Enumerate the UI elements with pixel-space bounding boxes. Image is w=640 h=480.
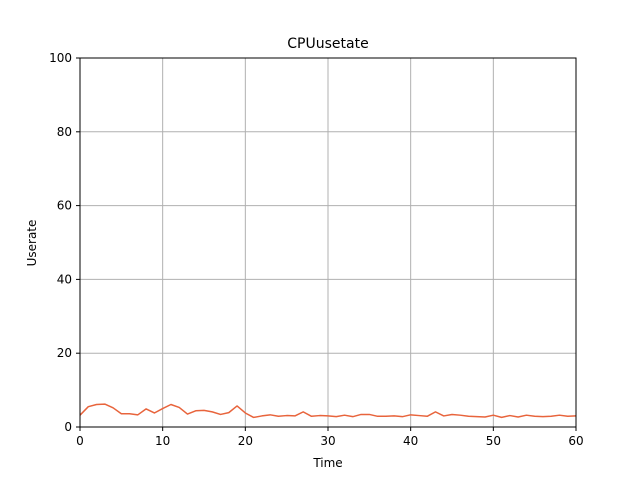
series-layer <box>79 403 577 419</box>
x-axis-label: Time <box>312 456 342 470</box>
y-tick-label: 0 <box>64 420 72 434</box>
x-tick-label: 40 <box>403 434 418 448</box>
x-tick-label: 50 <box>486 434 501 448</box>
y-tick-label: 20 <box>57 346 72 360</box>
x-tick-label: 20 <box>238 434 253 448</box>
x-axis-ticks: 0 10 20 30 40 50 60 <box>76 427 584 448</box>
y-tick-label: 80 <box>57 125 72 139</box>
y-tick-label: 60 <box>57 199 72 213</box>
y-axis-ticks: 0 20 40 60 80 100 <box>49 51 80 434</box>
y-tick-label: 100 <box>49 51 72 65</box>
x-tick-label: 0 <box>76 434 84 448</box>
x-tick-label: 60 <box>568 434 583 448</box>
y-tick-label: 40 <box>57 272 72 286</box>
series-line <box>79 403 577 419</box>
y-axis-label: Userate <box>25 220 39 267</box>
chart-title: CPUusetate <box>287 36 368 52</box>
x-tick-label: 30 <box>320 434 335 448</box>
x-tick-label: 10 <box>155 434 170 448</box>
